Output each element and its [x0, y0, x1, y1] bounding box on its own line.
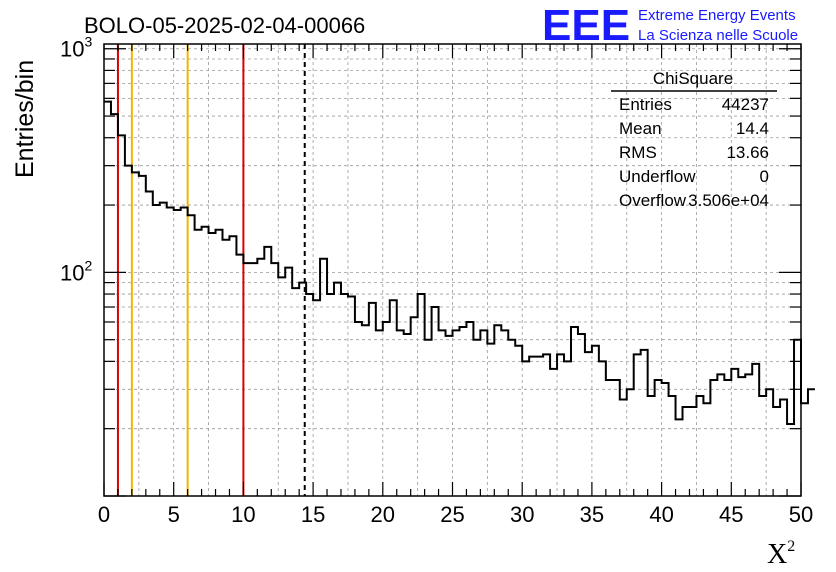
stats-row-label: Overflow	[619, 191, 687, 210]
y-tick-label-exp: 3	[84, 34, 92, 50]
logo-line-1: Extreme Energy Events	[638, 7, 796, 24]
x-tick-label: 45	[719, 502, 743, 527]
x-tick-label: 0	[98, 502, 110, 527]
stats-row-label: Entries	[619, 95, 672, 114]
logo-mark: EEE	[542, 1, 630, 50]
x-tick-label: 20	[371, 502, 395, 527]
histogram-outline	[104, 100, 815, 425]
stats-box: ChiSquare Entries 44237 Mean 14.4 RMS 13.66 Un…	[611, 69, 777, 210]
y-tick-label-base: 10	[60, 260, 84, 285]
stats-rows: Entries 44237 Mean 14.4 RMS 13.66 Underflow 0 Ov…	[619, 95, 769, 210]
stats-row-value: 13.66	[726, 143, 769, 162]
axes	[103, 43, 802, 497]
x-axis-label-base: X	[767, 539, 787, 570]
x-axis-label-sup: 2	[787, 538, 795, 555]
stats-row-value: 3.506e+04	[688, 191, 769, 210]
y-tick-label-exp: 2	[84, 257, 92, 273]
chart-title: BOLO-05-2025-02-04-00066	[84, 13, 365, 38]
eee-logo: EEE Extreme Energy Events La Scienza nel…	[542, 1, 798, 50]
x-tick-label: 30	[510, 502, 534, 527]
stats-row-label: Mean	[619, 119, 662, 138]
x-tick-label: 35	[580, 502, 604, 527]
x-tick-label: 40	[649, 502, 673, 527]
y-tick-label-base: 10	[60, 37, 84, 62]
x-tick-label: 50	[789, 502, 813, 527]
x-tick-label: 25	[440, 502, 464, 527]
logo-line-2: La Scienza nelle Scuole	[638, 27, 798, 44]
stats-row-label: Underflow	[619, 167, 696, 186]
y-tick-label: 102	[60, 257, 92, 285]
y-axis-label: Entries/bin	[11, 60, 39, 178]
x-tick-label: 5	[168, 502, 180, 527]
y-tick-label: 103	[60, 34, 92, 62]
stats-title: ChiSquare	[653, 69, 733, 88]
x-tick-label: 15	[301, 502, 325, 527]
grid	[104, 44, 801, 496]
stats-row-value: 14.4	[736, 119, 769, 138]
histogram	[104, 100, 815, 425]
x-tick-label: 10	[231, 502, 255, 527]
stats-row-value: 44237	[722, 95, 769, 114]
threshold-lines	[116, 44, 306, 496]
x-axis-label: X2	[767, 538, 795, 570]
stats-row-value: 0	[760, 167, 769, 186]
stats-row-label: RMS	[619, 143, 657, 162]
